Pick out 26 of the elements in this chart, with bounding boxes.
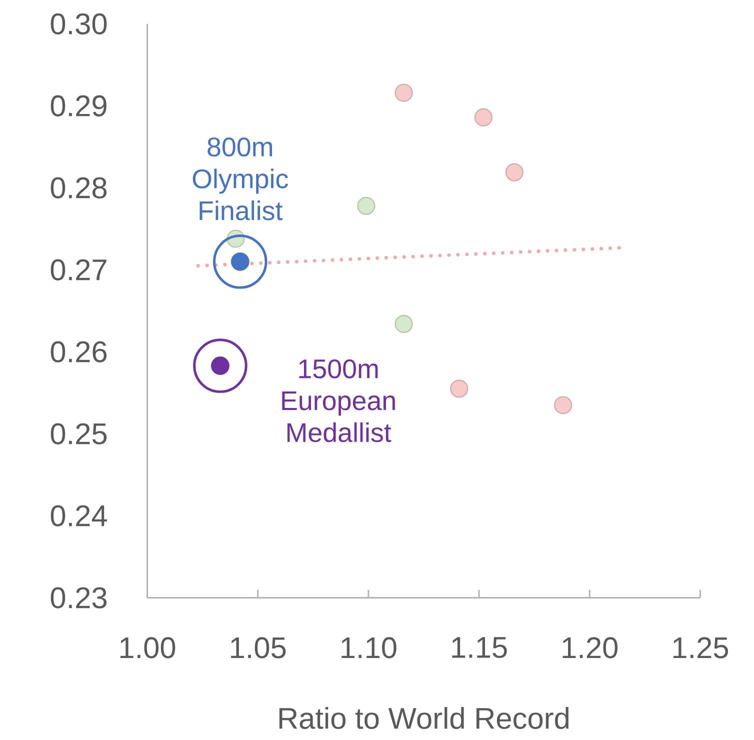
point — [357, 196, 376, 215]
point — [212, 234, 268, 289]
y-tick-label: 0.27 — [50, 259, 106, 280]
x-tick-label: 1.25 — [673, 637, 728, 658]
y-tick-label: 0.29 — [50, 95, 106, 116]
y-tick-label: 0.30 — [50, 13, 107, 34]
point — [474, 108, 493, 126]
y-tick-label: 0.24 — [50, 505, 107, 526]
point — [450, 380, 468, 398]
point — [394, 84, 413, 102]
y-tick-label: 0.23 — [50, 587, 107, 608]
annotation: 1500m European Medallist — [282, 359, 395, 442]
x-tick-label: 1.10 — [342, 637, 396, 658]
x-tick-label: 1.15 — [452, 637, 507, 658]
x-tick-label: 1.20 — [562, 637, 618, 658]
point — [554, 396, 572, 414]
point — [394, 314, 413, 333]
y-tick-label: 0.26 — [50, 341, 107, 362]
y-tick-label: 0.28 — [50, 177, 107, 198]
y-tick-label: 0.25 — [50, 423, 107, 444]
x-axis-title: Ratio to World Record — [279, 706, 568, 729]
x-tick-label: 1.00 — [120, 637, 176, 658]
x-tick-label: 1.05 — [231, 637, 286, 658]
point — [193, 338, 248, 393]
annotation: 800m Olympic Finalist — [192, 137, 288, 220]
point — [505, 163, 524, 182]
